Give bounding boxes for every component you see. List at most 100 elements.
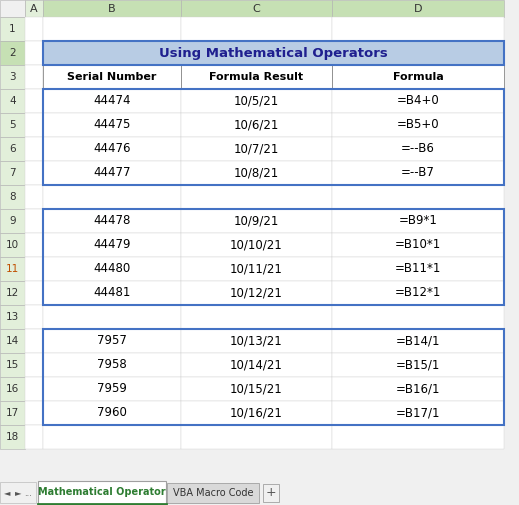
- Bar: [181, 0, 332, 17]
- Text: =B12*1: =B12*1: [395, 286, 441, 299]
- Text: =B9*1: =B9*1: [399, 215, 438, 227]
- Bar: [25, 257, 43, 281]
- Bar: [0, 353, 25, 377]
- Bar: [332, 113, 504, 137]
- Bar: [25, 377, 43, 401]
- Bar: [43, 209, 181, 233]
- Bar: [332, 89, 504, 113]
- Bar: [181, 401, 332, 425]
- Text: 14: 14: [6, 336, 19, 346]
- Bar: [43, 89, 181, 113]
- Bar: [43, 305, 181, 329]
- Bar: [181, 137, 332, 161]
- Text: 44475: 44475: [93, 119, 131, 131]
- Text: =--B7: =--B7: [401, 167, 435, 179]
- Text: 2: 2: [9, 48, 16, 58]
- Bar: [43, 233, 181, 257]
- Bar: [0, 233, 25, 257]
- Text: =B5+0: =B5+0: [397, 119, 439, 131]
- Text: Using Mathematical Operators: Using Mathematical Operators: [159, 46, 388, 60]
- Text: 17: 17: [6, 408, 19, 418]
- Bar: [181, 257, 332, 281]
- Bar: [43, 41, 504, 65]
- Bar: [332, 401, 504, 425]
- Bar: [181, 113, 332, 137]
- Text: =B4+0: =B4+0: [397, 94, 440, 108]
- Text: 10/13/21: 10/13/21: [230, 334, 283, 347]
- Text: 6: 6: [9, 144, 16, 154]
- Text: ...: ...: [24, 488, 32, 497]
- Text: ►: ►: [15, 488, 21, 497]
- Bar: [43, 185, 181, 209]
- Bar: [25, 425, 43, 449]
- Bar: [43, 161, 181, 185]
- Bar: [181, 17, 332, 41]
- Bar: [332, 161, 504, 185]
- Bar: [43, 17, 181, 41]
- Bar: [43, 401, 181, 425]
- Text: VBA Macro Code: VBA Macro Code: [173, 488, 253, 498]
- Bar: [43, 89, 504, 185]
- Text: C: C: [253, 4, 261, 14]
- Bar: [0, 482, 36, 503]
- Bar: [181, 425, 332, 449]
- Bar: [43, 41, 504, 65]
- Bar: [0, 377, 25, 401]
- Bar: [0, 41, 25, 65]
- Bar: [0, 209, 25, 233]
- Bar: [332, 257, 504, 281]
- Bar: [25, 17, 43, 41]
- Text: =B10*1: =B10*1: [395, 238, 441, 251]
- Bar: [25, 41, 43, 65]
- Bar: [181, 329, 332, 353]
- Text: 12: 12: [6, 288, 19, 298]
- Bar: [181, 89, 332, 113]
- Bar: [0, 185, 25, 209]
- Text: =B11*1: =B11*1: [395, 263, 441, 276]
- Bar: [0, 257, 25, 281]
- Text: 10/7/21: 10/7/21: [234, 142, 279, 156]
- Text: =B16/1: =B16/1: [396, 382, 440, 395]
- Bar: [43, 425, 181, 449]
- Bar: [43, 41, 181, 65]
- Text: 10/9/21: 10/9/21: [234, 215, 279, 227]
- Text: +: +: [266, 486, 276, 499]
- Bar: [332, 41, 504, 65]
- Text: ◄: ◄: [4, 488, 10, 497]
- Text: B: B: [108, 4, 116, 14]
- Text: 5: 5: [9, 120, 16, 130]
- Text: 10: 10: [6, 240, 19, 250]
- Text: 10/14/21: 10/14/21: [230, 359, 283, 372]
- Bar: [25, 89, 43, 113]
- Bar: [25, 305, 43, 329]
- Text: A: A: [30, 4, 38, 14]
- Bar: [332, 65, 504, 89]
- Bar: [25, 353, 43, 377]
- Bar: [181, 353, 332, 377]
- Text: 1: 1: [9, 24, 16, 34]
- Bar: [0, 329, 25, 353]
- Text: 44479: 44479: [93, 238, 131, 251]
- Text: =--B6: =--B6: [401, 142, 435, 156]
- Text: 13: 13: [6, 312, 19, 322]
- Bar: [43, 0, 181, 17]
- Text: 15: 15: [6, 360, 19, 370]
- Bar: [25, 0, 43, 17]
- Bar: [0, 89, 25, 113]
- Bar: [25, 209, 43, 233]
- Bar: [181, 41, 332, 65]
- Bar: [181, 233, 332, 257]
- Bar: [43, 257, 181, 281]
- Bar: [0, 425, 25, 449]
- Bar: [43, 113, 181, 137]
- Bar: [43, 65, 181, 89]
- Text: 7957: 7957: [97, 334, 127, 347]
- Text: =B17/1: =B17/1: [396, 407, 440, 420]
- Bar: [43, 137, 181, 161]
- Text: 44477: 44477: [93, 167, 131, 179]
- Text: 7959: 7959: [97, 382, 127, 395]
- Bar: [0, 305, 25, 329]
- Bar: [167, 483, 259, 503]
- Bar: [0, 137, 25, 161]
- Text: 10/15/21: 10/15/21: [230, 382, 283, 395]
